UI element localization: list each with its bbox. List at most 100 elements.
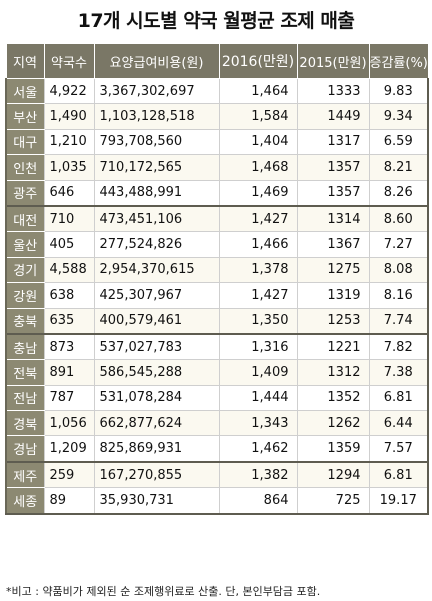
cell-pharmacies: 1,490 <box>43 103 95 130</box>
cell-region: 전북 <box>5 359 45 386</box>
table-row: 부산 1,490 1,103,128,518 1,584 1449 9.34 <box>5 103 429 130</box>
cell-cost: 443,488,991 <box>93 179 220 207</box>
cell-region: 충북 <box>5 307 45 335</box>
cell-rate: 6.81 <box>368 384 429 412</box>
table-row: 세종 89 35,930,731 864 725 19.17 <box>5 487 429 515</box>
cell-2015: 1312 <box>296 359 370 386</box>
cell-cost: 425,307,967 <box>93 282 220 309</box>
cell-2016: 1,466 <box>218 231 298 258</box>
cell-rate: 8.21 <box>368 154 429 181</box>
cell-pharmacies: 710 <box>43 204 95 233</box>
table-row: 강원 638 425,307,967 1,427 1319 8.16 <box>5 282 429 309</box>
cell-cost: 473,451,106 <box>93 204 220 233</box>
cell-pharmacies: 646 <box>43 179 95 207</box>
table-body: 서울 4,922 3,367,302,697 1,464 1333 9.83 부산 1,490… <box>5 77 429 515</box>
cell-cost: 825,869,931 <box>93 435 220 463</box>
cell-rate: 9.83 <box>368 77 429 105</box>
cell-region: 경기 <box>5 256 45 284</box>
cell-region: 세종 <box>5 487 45 515</box>
cell-cost: 400,579,461 <box>93 307 220 335</box>
cell-cost: 662,877,624 <box>93 410 220 437</box>
header-pharmacies: 약국수 <box>43 43 95 79</box>
cell-2015: 1221 <box>296 332 370 361</box>
cell-rate: 9.34 <box>368 103 429 130</box>
cell-cost: 586,545,288 <box>93 359 220 386</box>
cell-rate: 7.82 <box>368 332 429 361</box>
cell-2016: 1,316 <box>218 332 298 361</box>
cell-rate: 6.44 <box>368 410 429 437</box>
cell-rate: 6.59 <box>368 128 429 156</box>
cell-pharmacies: 89 <box>43 487 95 515</box>
cell-pharmacies: 1,210 <box>43 128 95 156</box>
header-cost: 요양급여비용(원) <box>93 43 220 79</box>
cell-cost: 531,078,284 <box>93 384 220 412</box>
cell-rate: 7.57 <box>368 435 429 463</box>
table-row: 경기 4,588 2,954,370,615 1,378 1275 8.08 <box>5 256 429 284</box>
pharmacy-sales-table: 지역 약국수 요양급여비용(원) 2016(만원) 2015(만원) 증감률(%… <box>5 43 429 515</box>
cell-region: 울산 <box>5 231 45 258</box>
header-region: 지역 <box>5 43 45 79</box>
cell-cost: 167,270,855 <box>93 460 220 489</box>
cell-2016: 1,343 <box>218 410 298 437</box>
cell-pharmacies: 4,588 <box>43 256 95 284</box>
cell-rate: 7.74 <box>368 307 429 335</box>
cell-rate: 7.27 <box>368 231 429 258</box>
cell-rate: 6.81 <box>368 460 429 489</box>
cell-2015: 1262 <box>296 410 370 437</box>
cell-2015: 1294 <box>296 460 370 489</box>
table-row: 경남 1,209 825,869,931 1,462 1359 7.57 <box>5 435 429 463</box>
cell-cost: 537,027,783 <box>93 332 220 361</box>
table-row: 경북 1,056 662,877,624 1,343 1262 6.44 <box>5 410 429 437</box>
cell-cost: 277,524,826 <box>93 231 220 258</box>
cell-cost: 35,930,731 <box>93 487 220 515</box>
cell-pharmacies: 873 <box>43 332 95 361</box>
cell-2015: 1333 <box>296 77 370 105</box>
cell-2016: 1,464 <box>218 77 298 105</box>
cell-cost: 2,954,370,615 <box>93 256 220 284</box>
header-row: 지역 약국수 요양급여비용(원) 2016(만원) 2015(만원) 증감률(%… <box>5 43 429 79</box>
cell-rate: 7.38 <box>368 359 429 386</box>
footnote: *비고 : 약품비가 제외된 순 조제행위료로 산출. 단, 본인부담금 포함. <box>6 585 321 598</box>
cell-pharmacies: 405 <box>43 231 95 258</box>
cell-pharmacies: 259 <box>43 460 95 489</box>
cell-region: 경남 <box>5 435 45 463</box>
cell-cost: 710,172,565 <box>93 154 220 181</box>
cell-2016: 1,409 <box>218 359 298 386</box>
table-row: 인천 1,035 710,172,565 1,468 1357 8.21 <box>5 154 429 181</box>
cell-2015: 1367 <box>296 231 370 258</box>
cell-2016: 1,444 <box>218 384 298 412</box>
cell-region: 제주 <box>5 460 45 489</box>
table-row: 충북 635 400,579,461 1,350 1253 7.74 <box>5 307 429 335</box>
cell-2016: 1,584 <box>218 103 298 130</box>
header-2015: 2015(만원) <box>296 43 370 79</box>
cell-rate: 8.26 <box>368 179 429 207</box>
cell-2015: 1449 <box>296 103 370 130</box>
cell-region: 대전 <box>5 204 45 233</box>
table-row: 제주 259 167,270,855 1,382 1294 6.81 <box>5 460 429 489</box>
cell-region: 전남 <box>5 384 45 412</box>
cell-cost: 793,708,560 <box>93 128 220 156</box>
cell-rate: 19.17 <box>368 487 429 515</box>
cell-pharmacies: 4,922 <box>43 77 95 105</box>
table-row: 서울 4,922 3,367,302,697 1,464 1333 9.83 <box>5 77 429 105</box>
table-row: 광주 646 443,488,991 1,469 1357 8.26 <box>5 179 429 207</box>
table-row: 울산 405 277,524,826 1,466 1367 7.27 <box>5 231 429 258</box>
table-row: 대전 710 473,451,106 1,427 1314 8.60 <box>5 204 429 233</box>
cell-2015: 1352 <box>296 384 370 412</box>
cell-region: 광주 <box>5 179 45 207</box>
header-2016: 2016(만원) <box>218 43 298 79</box>
table-row: 충남 873 537,027,783 1,316 1221 7.82 <box>5 332 429 361</box>
cell-2015: 1275 <box>296 256 370 284</box>
cell-2015: 1359 <box>296 435 370 463</box>
cell-2016: 1,382 <box>218 460 298 489</box>
cell-2015: 1357 <box>296 179 370 207</box>
cell-rate: 8.08 <box>368 256 429 284</box>
cell-2016: 1,404 <box>218 128 298 156</box>
cell-rate: 8.60 <box>368 204 429 233</box>
cell-pharmacies: 1,035 <box>43 154 95 181</box>
header-rate: 증감률(%) <box>368 43 429 79</box>
cell-pharmacies: 891 <box>43 359 95 386</box>
cell-2016: 1,469 <box>218 179 298 207</box>
cell-pharmacies: 638 <box>43 282 95 309</box>
cell-rate: 8.16 <box>368 282 429 309</box>
